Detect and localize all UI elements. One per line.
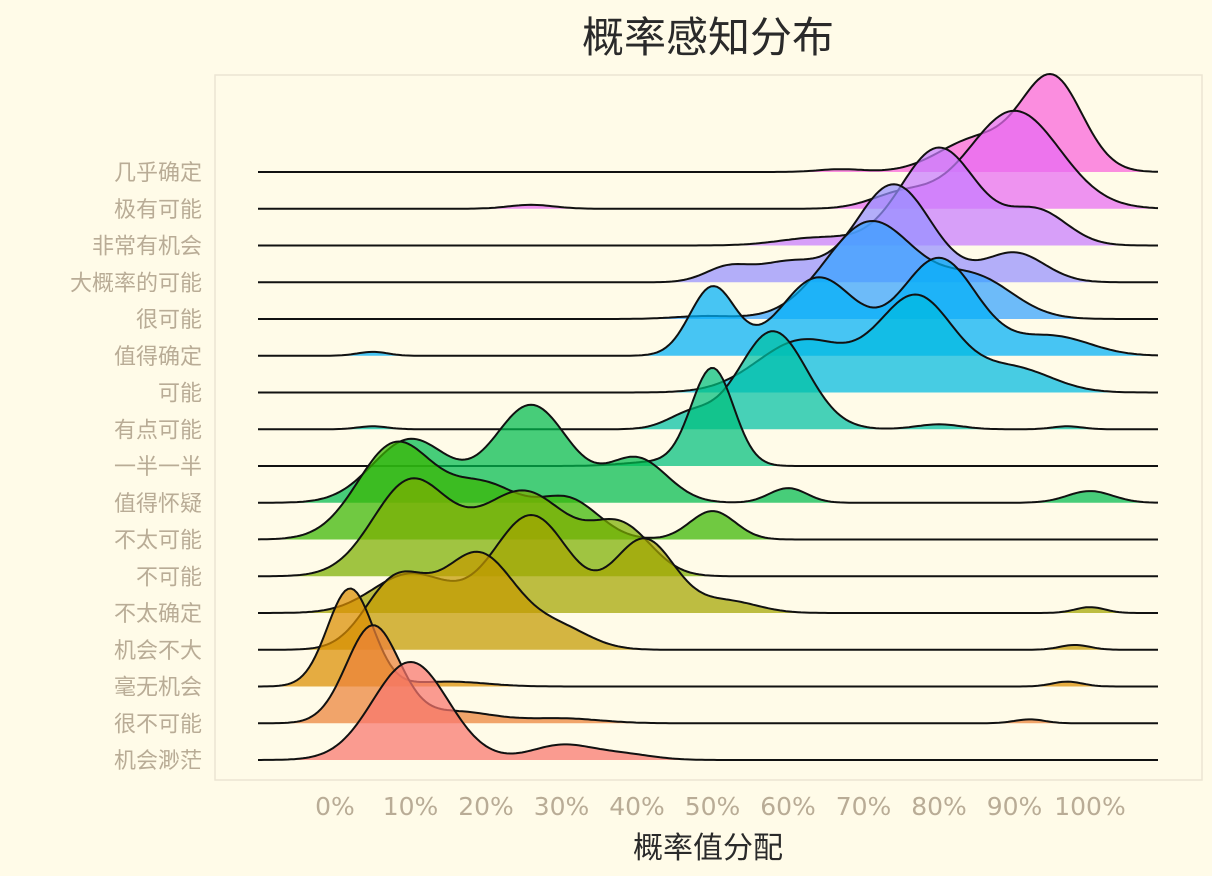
ridge-area-series-8 [258,368,1158,466]
y-tick-label-series-3: 机会不大 [114,639,202,664]
y-tick-label-series-7: 值得怀疑 [114,492,202,517]
ridge-outline-series-11 [258,256,1159,357]
x-tick-label: 50% [685,792,741,821]
ridge-outline-series-7 [258,403,1158,504]
x-tick-label: 0% [315,792,355,821]
x-axis-title: 概率值分配 [633,831,783,866]
x-tick-label: 30% [534,792,590,821]
x-tick-label: 10% [383,792,439,821]
y-axis-labels: 几乎确定极有可能非常有机会大概率的可能很可能值得确定可能有点可能一半一半值得怀疑… [70,161,202,774]
y-tick-label-series-4: 不太确定 [114,602,202,627]
chart-title: 概率感知分布 [582,13,834,62]
y-tick-label-series-8: 一半一半 [114,455,202,480]
ridge-outline-series-5 [258,477,1158,578]
y-tick-label-series-16: 几乎确定 [114,161,202,186]
ridge-outline-series-6 [257,440,1158,541]
y-tick-label-series-6: 不太可能 [114,529,202,554]
y-tick-label-series-10: 可能 [158,382,202,407]
x-tick-label: 60% [760,792,816,821]
x-tick-label: 40% [609,792,665,821]
ridge-area-series-0 [258,662,1158,760]
y-tick-label-series-14: 非常有机会 [92,235,202,260]
ridge-area-series-1 [258,625,1158,724]
x-tick-label: 70% [836,792,892,821]
y-tick-label-series-0: 机会渺茫 [114,749,202,774]
x-tick-label: 20% [458,792,514,821]
y-tick-label-series-1: 很不可能 [114,712,202,737]
y-tick-label-series-5: 不可能 [136,565,202,590]
y-tick-label-series-9: 有点可能 [114,418,202,443]
x-tick-label: 80% [911,792,967,821]
y-tick-label-series-11: 值得确定 [114,345,202,370]
ridge-outline-series-14 [258,146,1158,247]
ridge-area-series-3 [258,551,1158,650]
ridge-outline-series-0 [258,660,1158,761]
ridge-outline-series-13 [258,183,1158,284]
ridge-area-series-14 [258,147,1158,246]
ridges-group [257,72,1159,761]
y-tick-label-series-2: 毫无机会 [114,676,202,701]
ridge-outline-series-15 [258,109,1159,210]
y-tick-label-series-15: 极有可能 [114,198,202,223]
x-axis-tick-labels: 0% 10% 20% 30% 40% 50% 60% 70% 80% 90% 100% [315,792,1126,821]
x-tick-label: 100% [1054,792,1125,821]
y-tick-label-series-12: 很可能 [136,308,202,333]
ridge-outline-series-3 [258,550,1158,651]
ridge-area-series-7 [258,404,1158,503]
x-tick-label: 90% [987,792,1043,821]
y-tick-label-series-13: 大概率的可能 [70,271,202,296]
ridge-area-series-10 [258,294,1158,393]
